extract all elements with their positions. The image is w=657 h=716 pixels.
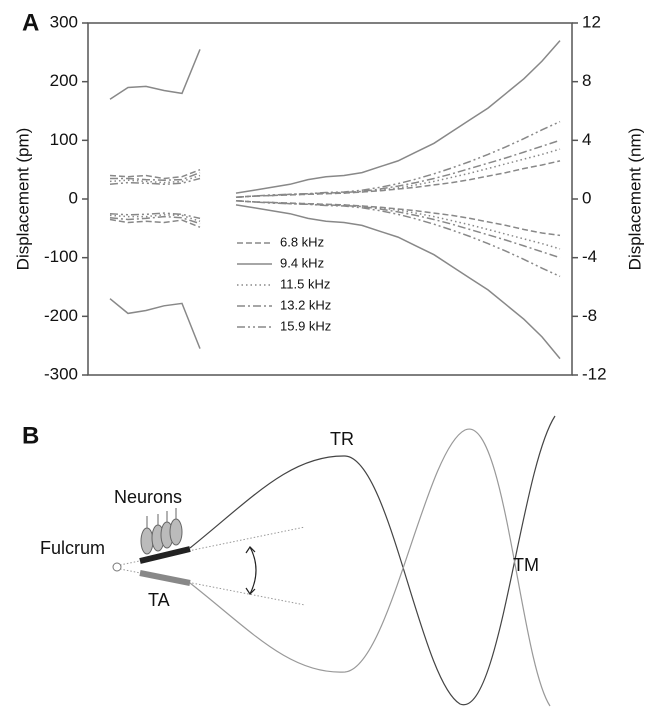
neurons-icon xyxy=(140,508,183,555)
legend-label: 11.5 kHz xyxy=(280,276,330,291)
legend-label: 9.4 kHz xyxy=(280,255,324,270)
y2-tick-label: -8 xyxy=(582,306,597,325)
series-line-lower xyxy=(109,204,561,360)
series-line-lower xyxy=(109,200,561,278)
legend-label: 6.8 kHz xyxy=(280,234,324,249)
upper-bar xyxy=(139,546,191,564)
panel-label: B xyxy=(22,422,39,449)
y-tick-label: 0 xyxy=(69,188,78,207)
y2-tick-label: -4 xyxy=(582,247,597,266)
series-line-upper xyxy=(109,148,561,198)
y-tick-label: -100 xyxy=(44,247,78,266)
neurons-label: Neurons xyxy=(114,487,182,507)
series-line-upper xyxy=(109,120,561,198)
y-tick-label: -200 xyxy=(44,306,78,325)
tr-curve-upper xyxy=(189,415,556,705)
fulcrum-label: Fulcrum xyxy=(40,538,105,558)
y2-tick-label: 8 xyxy=(582,71,591,90)
y-tick-label: 100 xyxy=(50,130,78,149)
y-tick-label: 300 xyxy=(50,12,78,31)
series-line-upper xyxy=(110,139,561,198)
diagram: B Neurons Fulcrum TA TR TM xyxy=(22,415,556,707)
legend-label: 15.9 kHz xyxy=(280,318,331,333)
series-line-lower xyxy=(109,200,561,259)
ta-label: TA xyxy=(148,590,170,610)
tr-curve-lower xyxy=(189,428,551,707)
series-line-lower xyxy=(109,200,561,250)
arrow-heads xyxy=(245,546,256,595)
y2-tick-label: 12 xyxy=(582,12,601,31)
y2-tick-label: -12 xyxy=(582,364,607,383)
y2-tick-label: 4 xyxy=(582,130,591,149)
y-tick-label: 200 xyxy=(50,71,78,90)
panel-label: A xyxy=(22,9,39,36)
legend-label: 13.2 kHz xyxy=(280,297,331,312)
lower-bar xyxy=(139,570,191,586)
rotation-arrow xyxy=(249,546,257,595)
tm-label: TM xyxy=(513,555,539,575)
y-axis-label: Displacement (pm) xyxy=(13,128,32,271)
tr-label: TR xyxy=(330,429,354,449)
series-line-upper xyxy=(109,40,561,194)
y-tick-label: -300 xyxy=(44,364,78,383)
y2-tick-label: 0 xyxy=(582,188,591,207)
y2-axis-label: Displacement (nm) xyxy=(625,128,644,271)
fulcrum-point xyxy=(112,562,122,572)
